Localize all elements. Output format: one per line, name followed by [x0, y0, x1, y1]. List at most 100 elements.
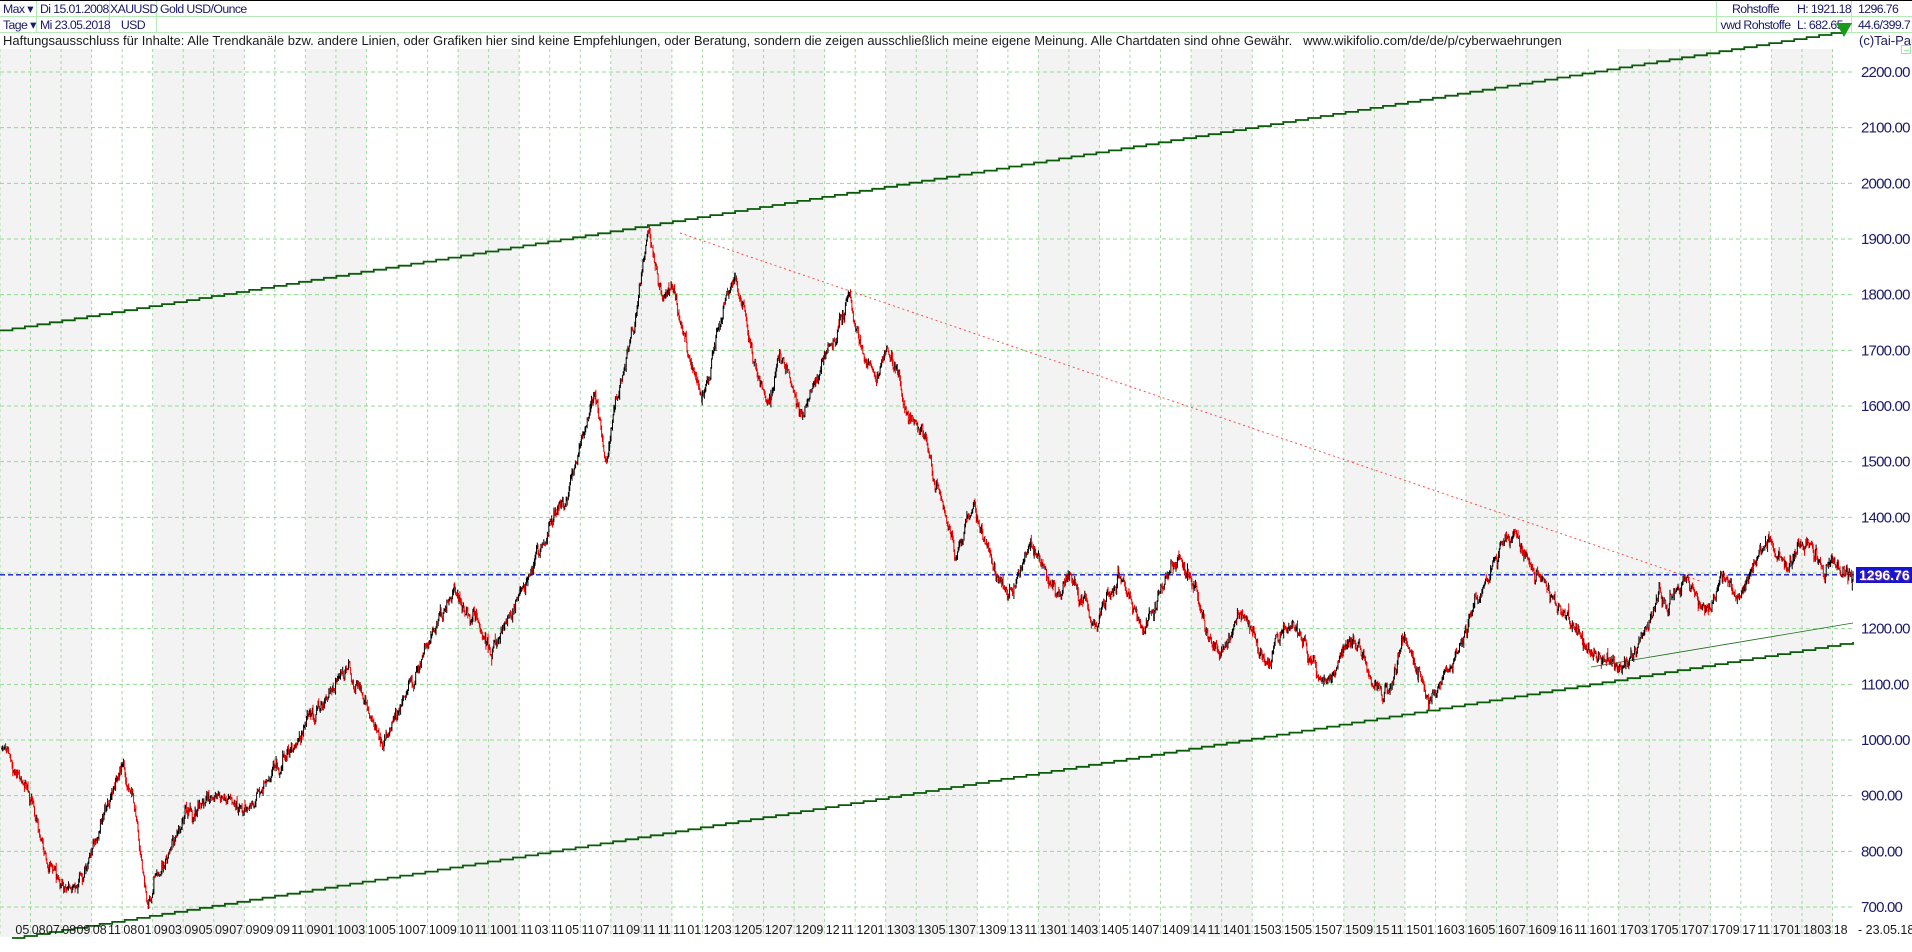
- svg-text:14: 14: [1131, 923, 1145, 937]
- svg-text:01: 01: [687, 923, 701, 937]
- svg-text:11: 11: [1024, 923, 1037, 937]
- svg-text:16: 16: [1559, 923, 1573, 937]
- svg-text:1800.00: 1800.00: [1861, 287, 1910, 304]
- svg-text:03: 03: [168, 923, 182, 937]
- svg-text:14: 14: [1162, 923, 1176, 937]
- svg-text:10: 10: [368, 923, 382, 937]
- svg-text:01: 01: [1787, 923, 1801, 937]
- svg-text:08: 08: [123, 923, 137, 937]
- svg-text:09: 09: [993, 923, 1007, 937]
- svg-text:09: 09: [1176, 923, 1190, 937]
- svg-text:15: 15: [1314, 923, 1328, 937]
- svg-text:01: 01: [321, 923, 335, 937]
- svg-text:05: 05: [565, 923, 579, 937]
- svg-text:18: 18: [1803, 923, 1817, 937]
- svg-text:09: 09: [260, 923, 274, 937]
- svg-text:13: 13: [948, 923, 962, 937]
- svg-text:03: 03: [351, 923, 365, 937]
- svg-text:15: 15: [1376, 923, 1390, 937]
- svg-text:07: 07: [412, 923, 426, 937]
- svg-text:17: 17: [1773, 923, 1787, 937]
- svg-text:07: 07: [1512, 923, 1526, 937]
- svg-text:12: 12: [734, 923, 748, 937]
- svg-text:13: 13: [979, 923, 993, 937]
- svg-text:08: 08: [93, 923, 107, 937]
- svg-text:12: 12: [856, 923, 870, 937]
- svg-text:05: 05: [1115, 923, 1129, 937]
- svg-text:11: 11: [1757, 923, 1770, 937]
- svg-text:1600.00: 1600.00: [1861, 398, 1910, 415]
- svg-text:09: 09: [276, 923, 290, 937]
- svg-text:09: 09: [76, 923, 90, 937]
- svg-text:03: 03: [535, 923, 549, 937]
- svg-text:16: 16: [1437, 923, 1451, 937]
- svg-text:15: 15: [1253, 923, 1267, 937]
- svg-text:09: 09: [1726, 923, 1740, 937]
- svg-text:11: 11: [673, 923, 686, 937]
- svg-text:12: 12: [826, 923, 840, 937]
- svg-text:14: 14: [1223, 923, 1237, 937]
- svg-text:13: 13: [917, 923, 931, 937]
- svg-text:11: 11: [1574, 923, 1587, 937]
- svg-text:08: 08: [62, 923, 76, 937]
- svg-text:01: 01: [1054, 923, 1068, 937]
- svg-text:11: 11: [1391, 923, 1404, 937]
- svg-text:2000.00: 2000.00: [1861, 175, 1910, 192]
- svg-text:07: 07: [596, 923, 610, 937]
- svg-text:11: 11: [658, 923, 671, 937]
- svg-text:11: 11: [474, 923, 487, 937]
- svg-text:11: 11: [841, 923, 854, 937]
- svg-text:1900.00: 1900.00: [1861, 231, 1910, 248]
- svg-text:09: 09: [443, 923, 457, 937]
- svg-text:11: 11: [643, 923, 656, 937]
- svg-text:03: 03: [1268, 923, 1282, 937]
- svg-text:11: 11: [291, 923, 304, 937]
- svg-text:2200.00: 2200.00: [1861, 64, 1910, 81]
- svg-text:14: 14: [1101, 923, 1115, 937]
- svg-text:10: 10: [429, 923, 443, 937]
- svg-text:07: 07: [962, 923, 976, 937]
- svg-text:03: 03: [1817, 923, 1831, 937]
- svg-text:16: 16: [1498, 923, 1512, 937]
- svg-text:11: 11: [520, 923, 533, 937]
- svg-text:17: 17: [1681, 923, 1695, 937]
- svg-text:1700.00: 1700.00: [1861, 342, 1910, 359]
- svg-text:09: 09: [1543, 923, 1557, 937]
- svg-text:03: 03: [901, 923, 915, 937]
- svg-text:15: 15: [1284, 923, 1298, 937]
- svg-text:09: 09: [809, 923, 823, 937]
- svg-text:09: 09: [215, 923, 229, 937]
- svg-text:05: 05: [382, 923, 396, 937]
- svg-text:16: 16: [1589, 923, 1603, 937]
- svg-text:07: 07: [229, 923, 243, 937]
- svg-text:05: 05: [15, 923, 29, 937]
- svg-text:07: 07: [46, 923, 60, 937]
- svg-text:12: 12: [765, 923, 779, 937]
- svg-text:03: 03: [1634, 923, 1648, 937]
- svg-text:10: 10: [337, 923, 351, 937]
- svg-text:11: 11: [581, 923, 594, 937]
- svg-text:700.00: 700.00: [1861, 899, 1903, 916]
- svg-text:1100.00: 1100.00: [1861, 676, 1909, 693]
- svg-text:09: 09: [626, 923, 640, 937]
- svg-text:13: 13: [887, 923, 901, 937]
- svg-text:03: 03: [1084, 923, 1098, 937]
- svg-text:15: 15: [1406, 923, 1420, 937]
- svg-text:15: 15: [1345, 923, 1359, 937]
- svg-text:09: 09: [1359, 923, 1373, 937]
- svg-text:05: 05: [1665, 923, 1679, 937]
- svg-text:01: 01: [138, 923, 152, 937]
- svg-text:08: 08: [32, 923, 46, 937]
- svg-text:17: 17: [1742, 923, 1756, 937]
- svg-text:01: 01: [504, 923, 518, 937]
- svg-text:16: 16: [1528, 923, 1542, 937]
- svg-text:11: 11: [1207, 923, 1220, 937]
- svg-text:09: 09: [154, 923, 168, 937]
- svg-text:11: 11: [612, 923, 625, 937]
- svg-text:11: 11: [551, 923, 564, 937]
- svg-text:1200.00: 1200.00: [1861, 621, 1910, 638]
- svg-text:17: 17: [1650, 923, 1664, 937]
- svg-text:14: 14: [1192, 923, 1206, 937]
- svg-text:- 23.05.18: - 23.05.18: [1858, 923, 1912, 937]
- svg-text:05: 05: [1481, 923, 1495, 937]
